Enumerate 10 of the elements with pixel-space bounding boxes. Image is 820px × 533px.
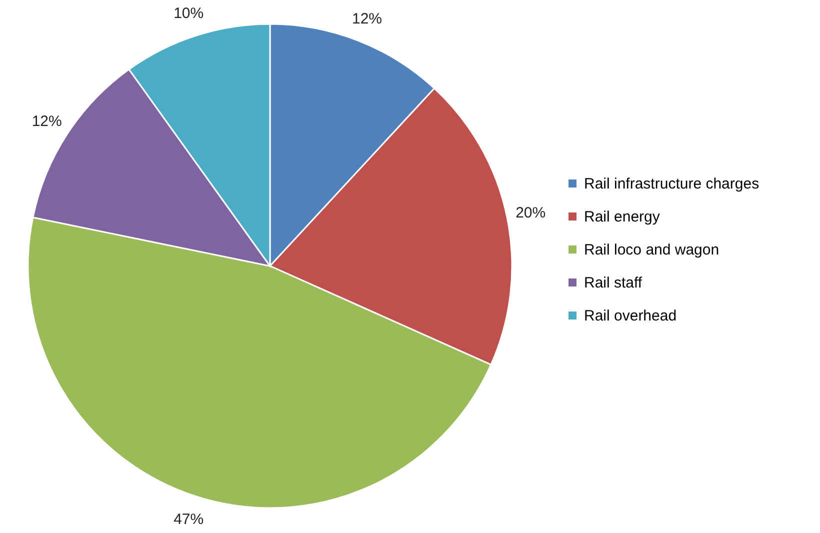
legend-label: Rail energy xyxy=(584,208,660,226)
legend-label: Rail loco and wagon xyxy=(584,242,720,258)
data-label: 47% xyxy=(174,511,204,528)
legend-label: Rail overhead xyxy=(584,308,677,324)
data-label: 20% xyxy=(516,204,546,222)
data-label: 12% xyxy=(32,113,62,130)
data-label: 10% xyxy=(174,4,204,22)
legend-label: Rail staff xyxy=(584,274,643,292)
data-label: 12% xyxy=(352,10,382,28)
legend-label: Rail infrastructure charges xyxy=(584,176,760,192)
